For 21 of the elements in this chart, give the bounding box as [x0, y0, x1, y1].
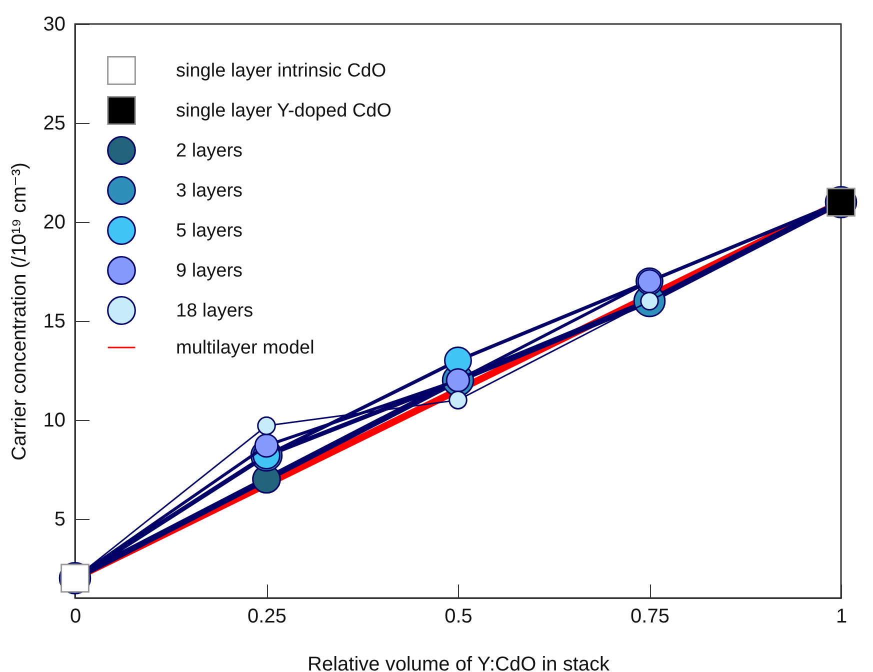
y-tick-label: 20 — [43, 211, 66, 234]
legend-label: 3 layers — [176, 180, 243, 202]
y-axis-title: Carrier concentration (/10¹⁹ cm⁻³) — [8, 162, 30, 461]
legend-label: single layer Y-doped CdO — [176, 100, 392, 122]
y-tick-label: 15 — [43, 310, 66, 332]
legend-label: single layer intrinsic CdO — [176, 60, 386, 82]
legend-label: 2 layers — [176, 140, 243, 162]
x-tick-label: 0.25 — [248, 606, 286, 628]
y-tick-label: 5 — [54, 508, 66, 530]
legend-label: 18 layers — [176, 300, 254, 322]
x-tick-label: 0.5 — [444, 606, 472, 628]
legend-label: 5 layers — [176, 220, 243, 242]
legend-label: multilayer model — [176, 338, 314, 358]
y-tick-label: 30 — [43, 14, 66, 36]
y-tick-label: 25 — [43, 112, 66, 134]
legend-label: 9 layers — [176, 260, 243, 282]
x-tick-label: 1 — [836, 606, 848, 628]
x-tick-label: 0 — [70, 606, 82, 628]
x-axis-title: Relative volume of Y:CdO in stack — [308, 654, 610, 672]
x-tick-label: 0.75 — [630, 606, 670, 628]
y-tick-label: 10 — [43, 409, 66, 432]
